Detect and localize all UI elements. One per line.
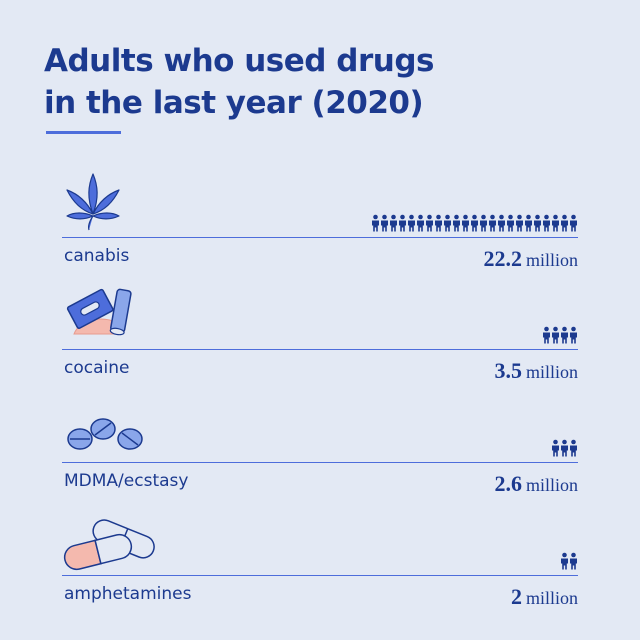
person-pictogram bbox=[551, 439, 578, 457]
person-icon bbox=[570, 214, 577, 232]
row-value: 22.2 million bbox=[483, 246, 578, 272]
row-label: MDMA/ecstasy bbox=[64, 471, 189, 491]
person-icon bbox=[444, 214, 451, 232]
row-cocaine: cocaine 3.5 million bbox=[0, 282, 640, 392]
value-number: 22.2 bbox=[483, 246, 522, 271]
page-title: Adults who used drugs in the last year (… bbox=[44, 40, 564, 124]
person-icon bbox=[381, 214, 388, 232]
person-icon bbox=[543, 214, 550, 232]
person-icon bbox=[471, 214, 478, 232]
value-unit: million bbox=[525, 362, 578, 382]
person-icon bbox=[435, 214, 442, 232]
person-icon bbox=[543, 326, 550, 344]
person-icon bbox=[561, 326, 568, 344]
row-value: 2.6 million bbox=[494, 471, 578, 497]
person-icon bbox=[507, 214, 514, 232]
value-unit: million bbox=[525, 475, 578, 495]
person-icon bbox=[534, 214, 541, 232]
person-icon bbox=[498, 214, 505, 232]
person-icon bbox=[570, 439, 577, 457]
capsules-icon bbox=[63, 519, 155, 571]
person-icon bbox=[570, 552, 577, 570]
row-amphetamines: amphetamines 2 million bbox=[0, 508, 640, 618]
row-divider bbox=[62, 349, 578, 350]
value-number: 3.5 bbox=[494, 358, 522, 383]
title-underline bbox=[46, 131, 121, 134]
value-number: 2 bbox=[510, 584, 522, 609]
person-icon bbox=[462, 214, 469, 232]
razor-blade-and-powder-icon bbox=[66, 288, 132, 336]
row-label: cocaine bbox=[64, 358, 130, 378]
person-icon bbox=[552, 326, 559, 344]
person-icon bbox=[417, 214, 424, 232]
row-divider bbox=[62, 237, 578, 238]
person-pictogram bbox=[560, 552, 578, 570]
person-icon bbox=[390, 214, 397, 232]
person-icon bbox=[489, 214, 496, 232]
person-icon bbox=[480, 214, 487, 232]
value-number: 2.6 bbox=[494, 471, 522, 496]
row-divider bbox=[62, 462, 578, 463]
person-icon bbox=[372, 214, 379, 232]
row-label: amphetamines bbox=[64, 584, 192, 604]
title-line-1: Adults who used drugs bbox=[44, 43, 434, 79]
person-icon bbox=[408, 214, 415, 232]
person-icon bbox=[561, 552, 568, 570]
person-icon bbox=[561, 214, 568, 232]
value-unit: million bbox=[525, 250, 578, 270]
person-icon bbox=[525, 214, 532, 232]
person-icon bbox=[453, 214, 460, 232]
value-unit: million bbox=[525, 588, 578, 608]
cannabis-leaf-icon bbox=[66, 173, 120, 231]
person-icon bbox=[552, 214, 559, 232]
row-value: 3.5 million bbox=[494, 358, 578, 384]
row-mdma: MDMA/ecstasy 2.6 million bbox=[0, 395, 640, 505]
pills-icon bbox=[67, 418, 143, 450]
row-label: canabis bbox=[64, 246, 130, 266]
person-pictogram bbox=[542, 326, 578, 344]
row-value: 2 million bbox=[511, 584, 578, 610]
person-icon bbox=[426, 214, 433, 232]
person-icon bbox=[552, 439, 559, 457]
row-canabis: canabis 22.2 million bbox=[0, 170, 640, 280]
person-icon bbox=[561, 439, 568, 457]
person-icon bbox=[399, 214, 406, 232]
person-icon bbox=[570, 326, 577, 344]
person-icon bbox=[516, 214, 523, 232]
title-line-2: in the last year (2020) bbox=[44, 85, 424, 121]
row-divider bbox=[62, 575, 578, 576]
person-pictogram bbox=[371, 214, 578, 232]
